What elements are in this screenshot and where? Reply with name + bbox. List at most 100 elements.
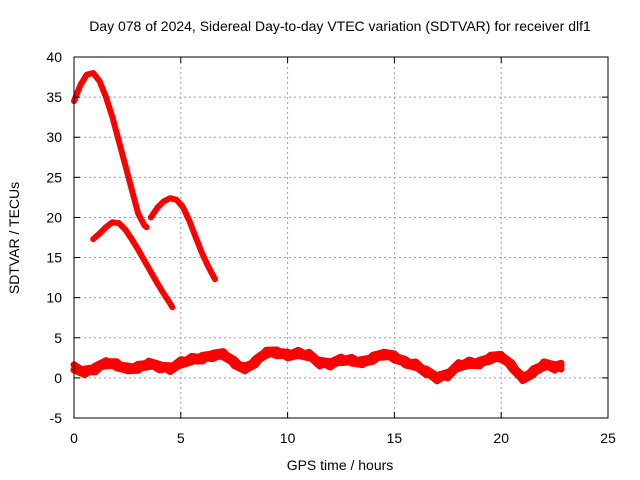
x-tick-label: 15 bbox=[387, 430, 403, 446]
data-point bbox=[135, 247, 141, 253]
y-tick-label: 5 bbox=[54, 330, 62, 346]
y-axis-label: SDTVAR / TECUs bbox=[6, 182, 22, 294]
series-arc-3 bbox=[147, 195, 218, 283]
data-point bbox=[154, 280, 160, 286]
y-tick-label: 25 bbox=[46, 169, 62, 185]
data-point bbox=[124, 363, 130, 369]
arc-trace bbox=[147, 195, 218, 283]
data-point bbox=[97, 230, 103, 236]
axis-ticks: 0 5 10 15 20 25 -5 0 5 10 15 20 25 30 35 40 bbox=[46, 49, 616, 446]
data-point bbox=[242, 363, 248, 369]
data-point bbox=[327, 359, 333, 365]
data-point bbox=[285, 349, 291, 355]
data-point bbox=[135, 210, 141, 216]
data-point bbox=[167, 195, 173, 201]
data-point bbox=[541, 364, 547, 370]
y-tick-label: 20 bbox=[46, 209, 62, 225]
x-tick-label: 5 bbox=[177, 430, 185, 446]
data-point bbox=[103, 94, 109, 100]
data-point bbox=[148, 269, 154, 275]
data-point bbox=[199, 251, 205, 257]
data-point bbox=[129, 236, 135, 242]
series-arc-1 bbox=[71, 70, 150, 231]
arc-trace bbox=[71, 70, 150, 231]
arc-trace bbox=[90, 219, 176, 311]
data-point bbox=[180, 204, 186, 210]
x-tick-label: 10 bbox=[280, 430, 296, 446]
data-point bbox=[174, 197, 180, 203]
data-point bbox=[381, 354, 387, 360]
data-point bbox=[82, 366, 88, 372]
data-point bbox=[552, 362, 558, 368]
data-point bbox=[263, 352, 269, 358]
data-point bbox=[103, 224, 109, 230]
data-point bbox=[97, 78, 103, 84]
series-band bbox=[70, 346, 565, 385]
y-tick-label: 0 bbox=[54, 370, 62, 386]
data-point bbox=[129, 186, 135, 192]
data-point bbox=[84, 72, 90, 78]
data-point bbox=[434, 372, 440, 378]
data-point bbox=[146, 364, 152, 370]
data-point bbox=[188, 359, 194, 365]
x-tick-label: 20 bbox=[493, 430, 509, 446]
data-point bbox=[141, 258, 147, 264]
data-point bbox=[135, 365, 141, 371]
y-tick-label: -5 bbox=[50, 410, 63, 426]
data-point bbox=[77, 82, 83, 88]
data-point bbox=[306, 355, 312, 361]
y-tick-label: 30 bbox=[46, 129, 62, 145]
data-point bbox=[186, 218, 192, 224]
data-point bbox=[199, 352, 205, 358]
data-point bbox=[231, 360, 237, 366]
data-point bbox=[520, 372, 526, 378]
data-point bbox=[455, 365, 461, 371]
data-point bbox=[413, 364, 419, 370]
data-point bbox=[477, 357, 483, 363]
data-point bbox=[253, 359, 259, 365]
data-point bbox=[338, 360, 344, 366]
data-point bbox=[423, 372, 429, 378]
data-point bbox=[274, 348, 280, 354]
y-tick-label: 35 bbox=[46, 89, 62, 105]
y-tick-label: 10 bbox=[46, 290, 62, 306]
data-point bbox=[370, 355, 376, 361]
data-point bbox=[402, 356, 408, 362]
data-point bbox=[206, 264, 212, 270]
data-point bbox=[92, 364, 98, 370]
data-point bbox=[161, 291, 167, 297]
plot-frame bbox=[73, 56, 609, 419]
x-axis-label: GPS time / hours bbox=[287, 457, 394, 473]
data-point bbox=[148, 214, 154, 220]
data-point bbox=[221, 354, 227, 360]
data-point bbox=[445, 369, 451, 375]
data-point bbox=[498, 356, 504, 362]
data-point bbox=[509, 363, 515, 369]
data-point bbox=[156, 362, 162, 368]
data-point bbox=[391, 353, 397, 359]
data-point bbox=[212, 276, 218, 282]
data-point bbox=[359, 356, 365, 362]
data-point bbox=[558, 360, 564, 366]
data-point bbox=[295, 352, 301, 358]
data-point bbox=[90, 70, 96, 76]
data-point bbox=[488, 354, 494, 360]
data-point bbox=[109, 114, 115, 120]
data-point bbox=[116, 138, 122, 144]
data-point bbox=[193, 235, 199, 240]
data-point bbox=[178, 362, 184, 368]
data-point bbox=[466, 362, 472, 368]
chart-title: Day 078 of 2024, Sidereal Day-to-day VTE… bbox=[89, 18, 591, 34]
data-point bbox=[169, 304, 175, 310]
data-point bbox=[144, 224, 150, 230]
data-point bbox=[122, 226, 128, 232]
data-point bbox=[317, 357, 323, 363]
y-tick-label: 40 bbox=[46, 49, 62, 65]
data-series bbox=[70, 70, 565, 385]
x-tick-label: 25 bbox=[600, 430, 616, 446]
data-point bbox=[109, 219, 115, 225]
data-point bbox=[210, 351, 216, 357]
data-point bbox=[167, 363, 173, 369]
data-point bbox=[90, 236, 96, 242]
